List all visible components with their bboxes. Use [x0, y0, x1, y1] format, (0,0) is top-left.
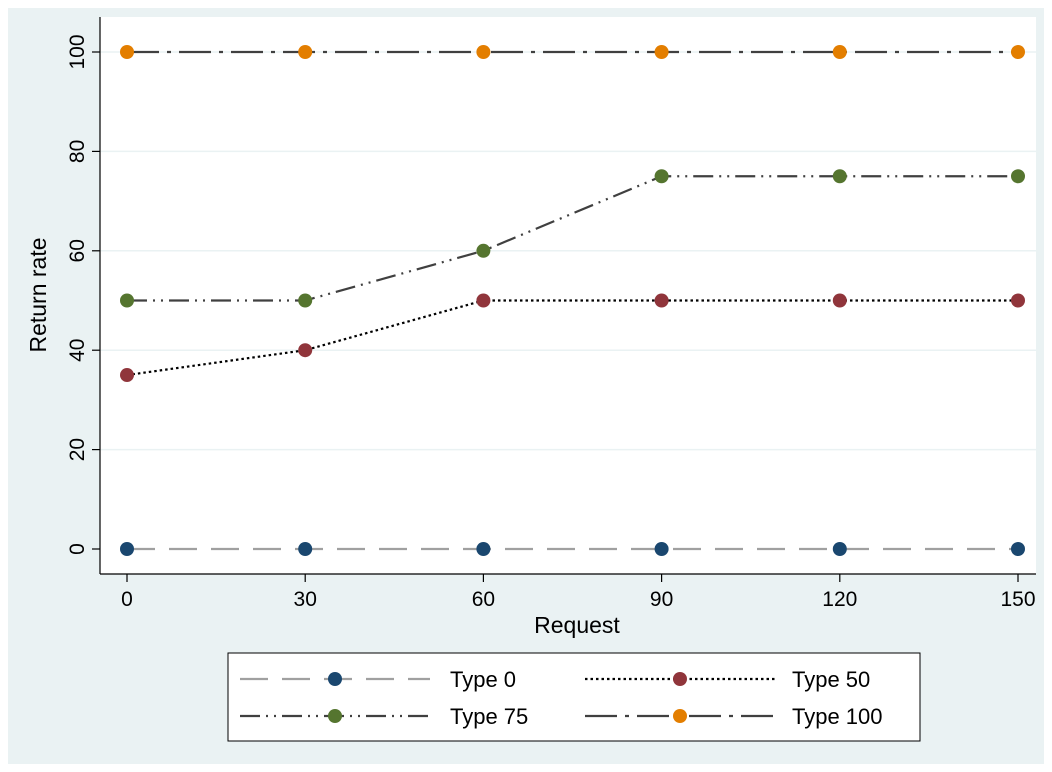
data-point-type-0: [476, 542, 491, 556]
legend-box: [227, 652, 921, 742]
legend-marker: [673, 672, 687, 686]
data-point-type-100: [832, 45, 847, 59]
data-point-type-50: [120, 368, 134, 383]
y-tick-label: 20: [66, 438, 89, 461]
legend-item: Type 75: [240, 704, 528, 729]
data-point-type-50: [476, 293, 491, 308]
data-point-type-0: [832, 542, 847, 556]
data-point-type-50: [298, 343, 313, 358]
data-point-type-100: [298, 45, 313, 59]
data-point-type-75: [298, 293, 313, 308]
data-point-type-100: [476, 45, 491, 59]
data-point-type-75: [832, 169, 847, 184]
data-point-type-50: [1011, 293, 1025, 308]
data-point-type-50: [832, 293, 847, 308]
legend-label: Type 0: [450, 667, 516, 692]
data-point-type-75: [120, 293, 134, 308]
series-line-type-50: [126, 299, 1018, 377]
y-tick-label: 100: [66, 34, 89, 69]
legend-item: Type 50: [585, 667, 870, 692]
legend-marker: [328, 672, 342, 686]
x-tick-label: 60: [472, 588, 495, 611]
legend-item: Type 100: [585, 704, 883, 729]
x-axis-label: Request: [534, 612, 620, 638]
data-point-type-0: [120, 542, 134, 556]
data-point-type-0: [298, 542, 313, 556]
x-tick-label: 0: [121, 588, 133, 611]
series-lines: [126, 50, 1018, 551]
x-tick-label: 120: [822, 588, 857, 611]
y-axis: 0 20 40 60 80 100: [66, 17, 101, 574]
x-tick-label: 150: [1000, 588, 1035, 611]
data-point-type-100: [654, 45, 669, 59]
data-point-type-75: [654, 169, 669, 184]
legend-marker: [328, 709, 342, 723]
series-markers: [120, 45, 1025, 556]
legend: Type 0 Type 50 Type 75 Type 100: [227, 652, 921, 742]
y-tick-label: 60: [66, 239, 89, 262]
data-point-type-50: [654, 293, 669, 308]
data-point-type-100: [1011, 45, 1025, 59]
y-tick-label: 80: [66, 140, 89, 163]
legend-item: Type 0: [240, 667, 516, 692]
x-tick-label: 30: [294, 588, 317, 611]
data-point-type-0: [654, 542, 669, 556]
legend-label: Type 50: [792, 667, 870, 692]
x-tick-label: 90: [650, 588, 673, 611]
y-tick-label: 40: [66, 339, 89, 362]
legend-marker: [673, 709, 687, 723]
y-axis-label: Return rate: [25, 237, 51, 352]
data-point-type-100: [120, 45, 134, 59]
data-point-type-0: [1011, 542, 1025, 556]
legend-label: Type 100: [792, 704, 883, 729]
legend-label: Type 75: [450, 704, 528, 729]
x-axis: 0 30 60 90 120 150: [100, 573, 1036, 611]
data-point-type-75: [476, 243, 491, 258]
series-line-type-75: [127, 175, 1018, 302]
y-tick-label: 0: [66, 543, 89, 555]
data-point-type-75: [1011, 169, 1025, 184]
plot-area: [100, 17, 1036, 574]
grid-lines: [100, 51, 1036, 451]
